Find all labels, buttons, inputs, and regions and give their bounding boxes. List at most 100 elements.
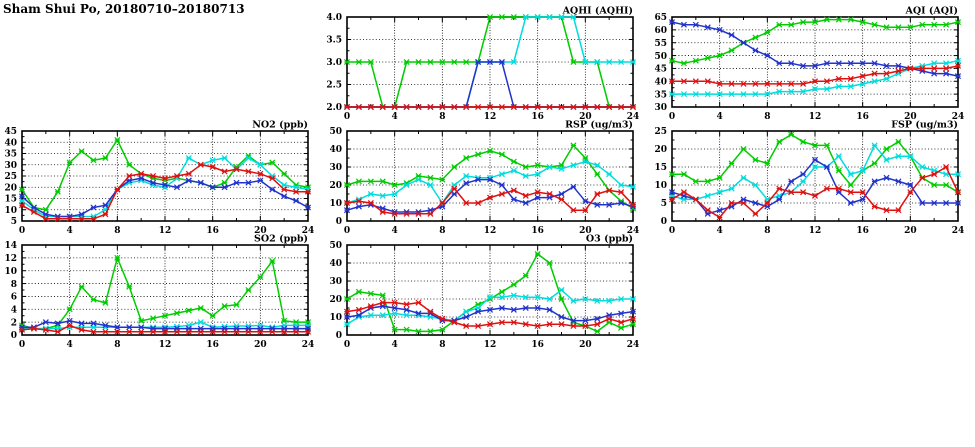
svg-text:35: 35 (654, 90, 667, 100)
svg-text:40: 40 (329, 259, 342, 269)
svg-text:50: 50 (329, 241, 342, 251)
svg-text:20: 20 (254, 340, 267, 350)
svg-text:6: 6 (11, 293, 17, 303)
svg-text:12: 12 (4, 254, 17, 264)
svg-text:30: 30 (329, 277, 342, 287)
svg-text:2: 2 (11, 318, 17, 328)
svg-text:10: 10 (4, 206, 17, 216)
svg-text:24: 24 (302, 340, 315, 350)
svg-text:AQHI (AQHI): AQHI (AQHI) (562, 6, 633, 17)
svg-text:45: 45 (654, 65, 667, 75)
svg-text:20: 20 (579, 340, 592, 350)
svg-text:0: 0 (336, 217, 342, 227)
page-title: Sham Shui Po, 20180710–20180713 (3, 2, 245, 16)
svg-text:0: 0 (344, 226, 350, 236)
svg-text:16: 16 (206, 340, 219, 350)
svg-text:30: 30 (654, 103, 667, 113)
svg-text:4: 4 (11, 305, 17, 315)
svg-text:40: 40 (4, 138, 17, 148)
chart-fsp: 0 5 10 15 20 25 0 4 8 12 16 20 24 FSP (ug/m3) (646, 118, 973, 239)
svg-text:10: 10 (329, 199, 342, 209)
svg-text:55: 55 (654, 39, 667, 49)
svg-text:24: 24 (952, 226, 965, 236)
svg-text:12: 12 (809, 226, 822, 236)
svg-text:4: 4 (67, 340, 73, 350)
svg-text:12: 12 (484, 340, 497, 350)
svg-text:30: 30 (329, 163, 342, 173)
svg-text:20: 20 (329, 181, 342, 191)
svg-text:RSP (ug/m3): RSP (ug/m3) (565, 120, 633, 131)
chart-svg-aqi: 30 35 40 45 50 55 60 65 0 4 8 12 16 20 24 AQI (AQI) (654, 6, 965, 123)
svg-text:20: 20 (904, 226, 917, 236)
svg-text:24: 24 (627, 112, 640, 122)
svg-text:0: 0 (11, 331, 17, 341)
svg-text:8: 8 (11, 280, 17, 290)
svg-text:12: 12 (159, 226, 172, 236)
svg-text:12: 12 (484, 112, 497, 122)
svg-text:0: 0 (344, 112, 350, 122)
chart-svg-fsp: 0 5 10 15 20 25 0 4 8 12 16 20 24 FSP (ug/m3) (654, 120, 965, 237)
svg-text:10: 10 (4, 267, 17, 277)
svg-text:4: 4 (392, 226, 398, 236)
svg-text:45: 45 (4, 127, 17, 137)
svg-text:65: 65 (654, 13, 667, 23)
svg-text:5: 5 (661, 199, 667, 209)
svg-text:4: 4 (717, 226, 723, 236)
svg-text:16: 16 (531, 226, 544, 236)
svg-text:0: 0 (19, 226, 25, 236)
chart-svg-aqhi: 2.0 2.5 3.0 3.5 4.0 0 4 8 12 16 20 24 AQHI (AQHI) (326, 6, 640, 123)
chart-o3: 0 10 20 30 40 50 0 4 8 12 16 20 24 O3 (ppb) (321, 232, 648, 353)
svg-text:NO2 (ppb): NO2 (ppb) (252, 120, 308, 131)
chart-rsp: 0 10 20 30 40 50 0 4 8 12 16 20 24 RSP (ug/m3) (321, 118, 648, 239)
chart-aqi: 30 35 40 45 50 55 60 65 0 4 8 12 16 20 24 AQI (AQI) (646, 4, 973, 125)
svg-text:4.0: 4.0 (326, 13, 342, 23)
svg-text:60: 60 (654, 26, 667, 36)
svg-text:20: 20 (904, 112, 917, 122)
svg-text:30: 30 (4, 161, 17, 171)
svg-text:8: 8 (764, 112, 770, 122)
svg-text:4: 4 (717, 112, 723, 122)
svg-text:8: 8 (114, 340, 120, 350)
svg-text:2.0: 2.0 (326, 103, 342, 113)
svg-text:20: 20 (4, 183, 17, 193)
svg-text:8: 8 (439, 112, 445, 122)
svg-text:15: 15 (4, 195, 17, 205)
svg-text:20: 20 (254, 226, 267, 236)
svg-text:4: 4 (392, 340, 398, 350)
svg-text:3.5: 3.5 (326, 36, 342, 46)
svg-text:0: 0 (336, 331, 342, 341)
svg-text:50: 50 (654, 52, 667, 62)
svg-text:16: 16 (531, 112, 544, 122)
svg-text:12: 12 (484, 226, 497, 236)
svg-text:0: 0 (669, 112, 675, 122)
svg-text:4: 4 (392, 112, 398, 122)
svg-text:10: 10 (329, 313, 342, 323)
svg-text:3.0: 3.0 (326, 58, 342, 68)
svg-text:40: 40 (654, 77, 667, 87)
svg-text:12: 12 (159, 340, 172, 350)
chart-svg-rsp: 0 10 20 30 40 50 0 4 8 12 16 20 24 RSP (ug/m3) (329, 120, 639, 237)
svg-text:14: 14 (4, 241, 17, 251)
svg-text:40: 40 (329, 145, 342, 155)
svg-text:24: 24 (952, 112, 965, 122)
svg-text:8: 8 (439, 226, 445, 236)
svg-text:5: 5 (11, 217, 17, 227)
svg-text:16: 16 (856, 226, 869, 236)
svg-text:35: 35 (4, 150, 17, 160)
svg-text:16: 16 (531, 340, 544, 350)
svg-text:FSP (ug/m3): FSP (ug/m3) (891, 120, 958, 131)
svg-text:16: 16 (206, 226, 219, 236)
svg-text:AQI (AQI): AQI (AQI) (905, 6, 958, 17)
svg-text:20: 20 (329, 295, 342, 305)
svg-text:20: 20 (579, 226, 592, 236)
svg-text:2.5: 2.5 (326, 81, 342, 91)
svg-text:24: 24 (302, 226, 315, 236)
chart-aqhi: 2.0 2.5 3.0 3.5 4.0 0 4 8 12 16 20 24 AQHI (AQHI) (321, 4, 648, 125)
svg-text:25: 25 (654, 127, 667, 137)
svg-text:50: 50 (329, 127, 342, 137)
svg-text:12: 12 (809, 112, 822, 122)
chart-svg-o3: 0 10 20 30 40 50 0 4 8 12 16 20 24 O3 (ppb) (329, 234, 639, 351)
